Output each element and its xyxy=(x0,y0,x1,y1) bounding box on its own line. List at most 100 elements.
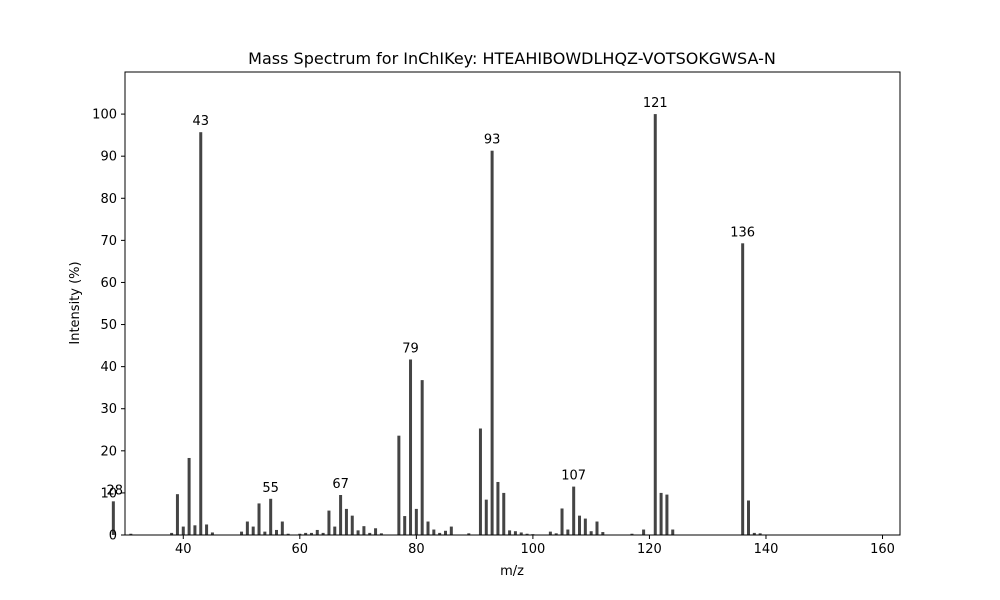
y-tick-label: 30 xyxy=(100,402,117,417)
spectrum-bar xyxy=(449,526,453,535)
y-axis: 0 10 20 30 40 50 60 70 80 90 100 xyxy=(92,108,125,544)
spectrum-bar xyxy=(344,508,348,535)
x-tick-label: 60 xyxy=(292,542,309,557)
spectrum-bar xyxy=(583,518,587,535)
spectrum-bar xyxy=(671,529,675,535)
spectrum-bar xyxy=(653,114,657,535)
spectrum-bar xyxy=(240,531,244,535)
spectrum-bar xyxy=(478,428,482,535)
peak-label: 28 xyxy=(106,483,123,498)
x-tick-label: 40 xyxy=(175,542,192,557)
chart-title: Mass Spectrum for InChIKey: HTEAHIBOWDLH… xyxy=(248,49,776,68)
peak-label: 136 xyxy=(730,225,755,240)
spectrum-bar xyxy=(356,530,360,535)
spectrum-bar xyxy=(170,532,174,535)
y-tick-label: 40 xyxy=(100,360,117,375)
spectrum-bar xyxy=(659,492,663,535)
spectrum-bar xyxy=(432,529,436,535)
spectrum-bar xyxy=(747,500,750,535)
spectrum-bar xyxy=(601,532,605,535)
y-tick-label: 0 xyxy=(109,529,117,544)
x-tick-label: 140 xyxy=(754,542,779,557)
x-axis-label: m/z xyxy=(500,564,524,579)
spectrum-bar xyxy=(508,530,512,535)
spectrum-bar xyxy=(752,532,756,535)
spectrum-bar xyxy=(566,529,570,535)
spectrum-bar xyxy=(245,521,249,535)
spectrum-bar xyxy=(304,532,308,535)
spectrum-bar xyxy=(286,533,290,535)
spectrum-bar xyxy=(263,531,267,535)
spectrum-bar xyxy=(210,532,214,535)
spectrum-bar xyxy=(315,529,319,535)
spectrum-bar xyxy=(298,533,302,535)
spectrum-bar xyxy=(443,530,447,535)
y-tick-label: 10 xyxy=(100,486,117,501)
spectrum-bar xyxy=(665,494,669,535)
spectrum-bar xyxy=(560,508,564,535)
peak-label: 121 xyxy=(643,96,668,111)
peak-label: 67 xyxy=(332,477,349,492)
spectrum-bar xyxy=(642,529,646,535)
spectrum-bar xyxy=(420,380,424,535)
spectrum-bar xyxy=(519,532,523,535)
y-tick-label: 50 xyxy=(100,318,117,333)
spectrum-bar xyxy=(630,533,634,535)
x-tick-label: 160 xyxy=(870,542,895,557)
spectrum-bar xyxy=(187,457,191,535)
spectrum-bar xyxy=(350,515,354,535)
peak-labels-group: 28 43 55 67 79 93 107 121 136 xyxy=(106,96,755,498)
spectrum-bar xyxy=(368,532,372,535)
peak-label: 93 xyxy=(484,133,501,148)
spectrum-bar xyxy=(741,243,745,535)
spectrum-bar xyxy=(548,531,552,535)
peak-label: 107 xyxy=(561,469,586,484)
y-tick-label: 90 xyxy=(100,150,117,165)
spectrum-bar xyxy=(379,533,383,535)
spectrum-bar xyxy=(333,526,337,535)
spectrum-bar xyxy=(426,521,430,535)
spectrum-bar xyxy=(397,435,401,535)
y-tick-label: 80 xyxy=(100,192,117,207)
y-tick-label: 60 xyxy=(100,276,117,291)
spectrum-bar xyxy=(129,533,133,535)
spectrum-bar xyxy=(193,525,197,535)
spectrum-bar xyxy=(339,495,343,535)
y-tick-label: 100 xyxy=(92,108,117,123)
y-tick-label: 20 xyxy=(100,444,117,459)
spectrum-bar xyxy=(409,359,413,535)
x-tick-label: 120 xyxy=(637,542,662,557)
spectrum-bar xyxy=(467,533,471,535)
x-tick-label: 80 xyxy=(408,542,425,557)
spectrum-bar xyxy=(438,532,442,535)
spectrum-bar xyxy=(251,526,255,535)
spectrum-bar xyxy=(525,533,529,535)
x-tick-label: 100 xyxy=(520,542,545,557)
spectrum-bar xyxy=(269,498,273,535)
spectrum-bar xyxy=(175,494,179,535)
spectrum-bar xyxy=(589,531,593,535)
spectrum-bar xyxy=(502,492,506,535)
spectrum-bar xyxy=(578,515,582,535)
spectrum-bar xyxy=(327,510,331,535)
peak-label: 43 xyxy=(192,114,209,129)
spectrum-bar xyxy=(321,532,325,535)
spectrum-bar xyxy=(484,499,488,535)
spectrum-bar xyxy=(362,526,366,535)
spectrum-bar xyxy=(414,508,418,535)
spectrum-bar xyxy=(513,531,517,535)
spectrum-bar xyxy=(199,132,203,535)
y-tick-label: 70 xyxy=(100,234,117,249)
spectrum-bar xyxy=(403,516,407,535)
spectrum-bar xyxy=(572,486,576,535)
spectrum-bar xyxy=(490,150,494,535)
spectrum-bar xyxy=(554,533,558,535)
spectrum-bar xyxy=(595,521,599,535)
peak-label: 55 xyxy=(262,481,279,496)
spectrum-bar xyxy=(374,528,378,535)
bars-group xyxy=(111,114,762,535)
spectrum-bar xyxy=(275,529,278,535)
y-axis-label: Intensity (%) xyxy=(68,261,83,344)
